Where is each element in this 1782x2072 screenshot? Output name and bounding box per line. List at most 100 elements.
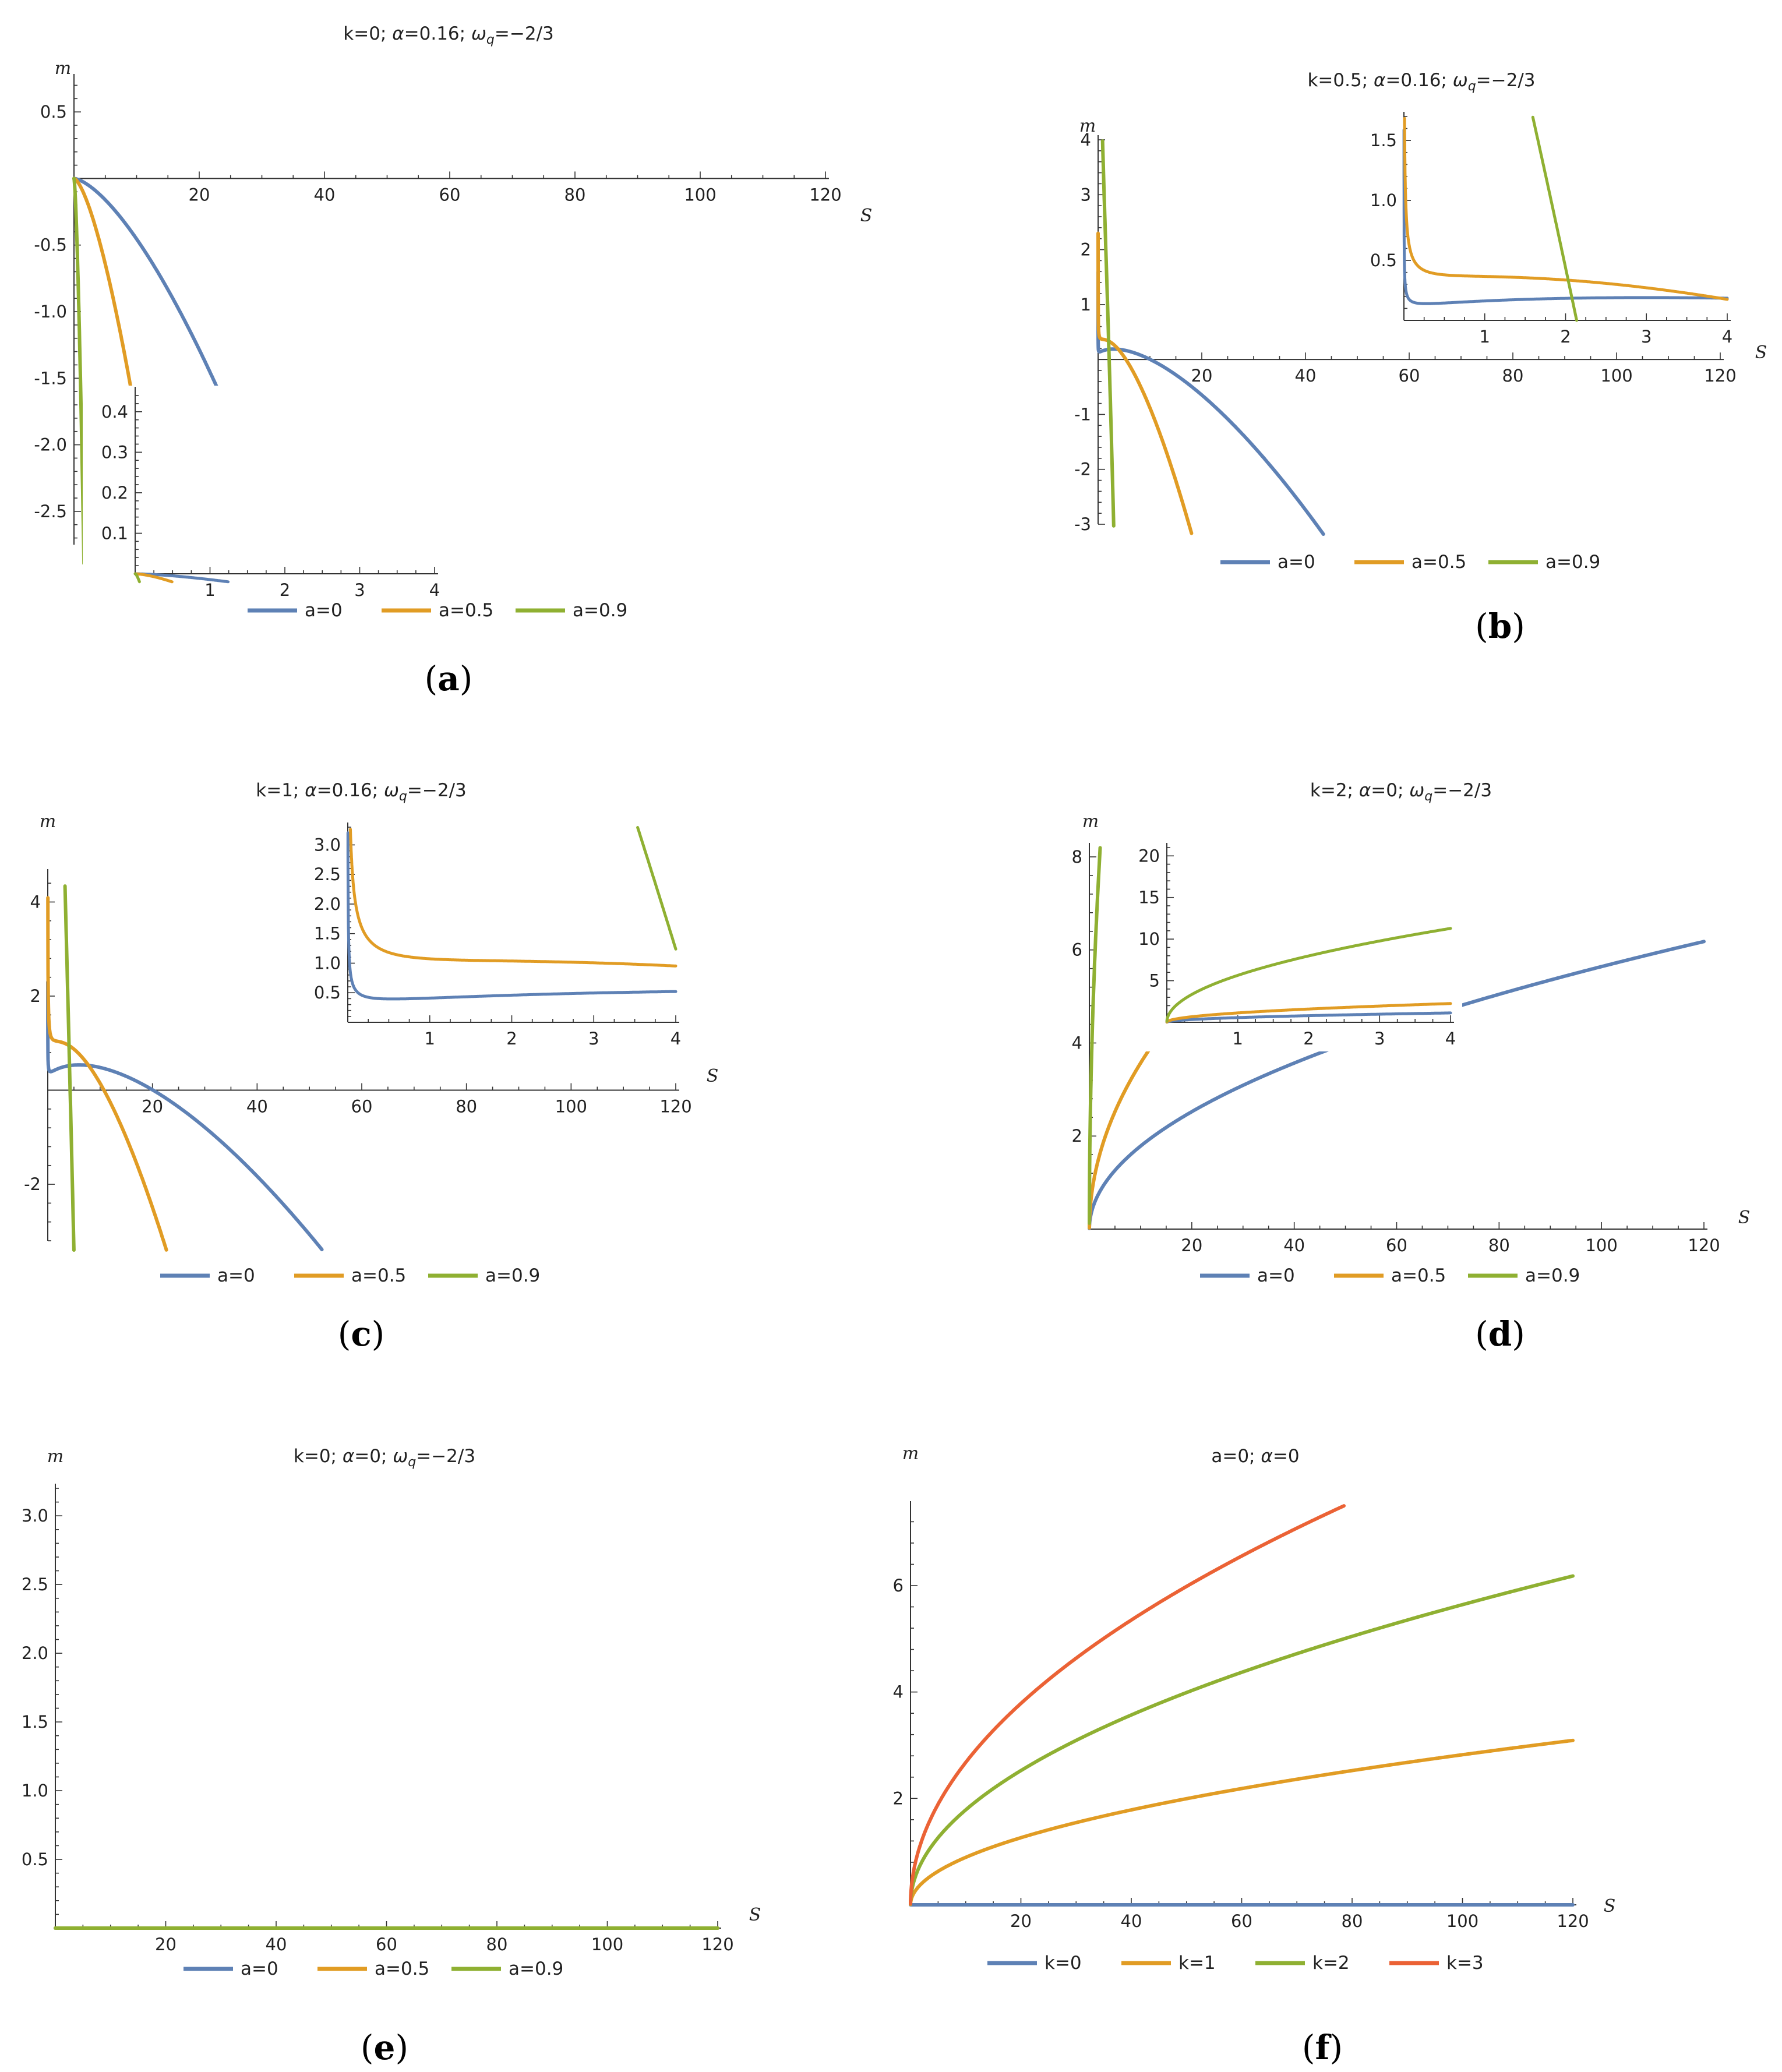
inset-y-tick-label: 1.5 [314, 924, 341, 944]
legend-label: a=0.9 [509, 1958, 563, 1979]
y-tick-label: 8 [1072, 847, 1082, 867]
legend-label: a=0.9 [573, 600, 627, 621]
legend-label: a=0.5 [439, 600, 493, 621]
legend-label: a=0.9 [1525, 1265, 1580, 1286]
x-tick-label: 120 [1557, 1911, 1589, 1931]
panel-caption: (c) [338, 1314, 385, 1354]
x-tick-label: 80 [1488, 1236, 1510, 1255]
series-line-a=0 [1096, 270, 1325, 536]
x-tick-label: 120 [1704, 366, 1736, 386]
x-tick-label: 100 [1600, 366, 1632, 386]
y-tick-label: 3.0 [22, 1506, 48, 1526]
x-tick-label: 40 [1121, 1911, 1142, 1931]
x-tick-label: 60 [351, 1097, 373, 1117]
series-line-k=2 [909, 1574, 1575, 1906]
x-tick-label: 40 [246, 1097, 268, 1117]
series-line-a=0.9 [63, 884, 76, 1252]
inset-y-tick-label: 0.2 [101, 483, 128, 503]
inset-series-line-a=0.9 [1531, 115, 1578, 322]
inset-series-line-a=0.9 [636, 826, 677, 951]
x-tick-label: 20 [1010, 1911, 1032, 1931]
inset-y-tick-label: 0.4 [101, 402, 128, 422]
inset-x-tick-label: 3 [1374, 1029, 1385, 1049]
inset-y-tick-label: 0.5 [1370, 250, 1397, 270]
y-tick-label: 1 [1081, 295, 1091, 315]
x-tick-label: 60 [376, 1935, 397, 1954]
chart-title: k=1; α=0.16; ωq=−2/3 [256, 780, 466, 804]
x-tick-label: 80 [1502, 366, 1524, 386]
chart-panel-a: k=0; α=0.16; ωq=−2/3 20 40 60 80 100 120 0.5 -0.… [34, 23, 872, 698]
x-axis-label: S [749, 1905, 761, 1925]
series-line-k=3 [909, 1504, 1346, 1906]
chart-panel-e: k=0; α=0; ωq=−2/3 20 40 60 80 100 120 0.5 1.0 1.5… [22, 1446, 761, 2067]
inset-y-tick-label: 2.0 [314, 894, 341, 914]
y-axis-label: m [40, 811, 56, 832]
y-tick-label: 2 [893, 1788, 904, 1808]
y-axis-label: m [1079, 116, 1096, 136]
series-line-a=0 [1088, 940, 1706, 1230]
inset-series-line-a=0.9 [1165, 927, 1452, 1023]
inset-series-line-a=0.5 [1403, 117, 1729, 301]
inset-x-tick-label: 4 [429, 580, 440, 600]
inset-y-tick-label: 3.0 [314, 835, 341, 855]
legend-label: a=0.5 [375, 1958, 429, 1979]
inset-y-tick-label: 20 [1138, 846, 1160, 866]
y-axis-label: m [55, 58, 71, 79]
y-tick-label: -2.5 [34, 502, 67, 521]
y-tick-label: 0.5 [40, 102, 67, 122]
x-tick-label: 60 [439, 185, 461, 204]
inset-x-tick-label: 3 [588, 1029, 599, 1049]
inset-x-tick-label: 2 [1560, 327, 1571, 347]
legend-label: a=0 [241, 1958, 278, 1979]
y-axis-label: m [1082, 811, 1099, 832]
inset-x-tick-label: 2 [1303, 1029, 1314, 1049]
series-line-a=0.5 [46, 896, 168, 1252]
y-tick-label: 6 [1072, 940, 1082, 960]
y-axis-label: m [902, 1443, 919, 1464]
chart-title: k=2; α=0; ωq=−2/3 [1310, 780, 1492, 804]
x-tick-label: 100 [555, 1097, 587, 1117]
chart-panel-d: k=2; α=0; ωq=−2/3 20 40 60 80 100 120 8 6 4 2 Sm 1 2 3… [1072, 780, 1751, 1354]
inset-series-line-a=0.5 [133, 572, 174, 584]
inset-background [83, 386, 446, 603]
chart-panel-c: k=1; α=0.16; ωq=−2/3 20 40 60 80 100 120 4 2 -2 Sm… [24, 780, 718, 1354]
y-tick-label: 4 [1072, 1033, 1082, 1053]
x-tick-label: 20 [1191, 366, 1213, 386]
x-tick-label: 80 [456, 1097, 477, 1117]
series-line-a=0.5 [1096, 231, 1194, 535]
y-tick-label: 6 [893, 1576, 904, 1596]
panel-caption: (b) [1475, 606, 1525, 646]
x-tick-label: 20 [1181, 1236, 1202, 1255]
x-tick-label: 40 [314, 185, 336, 204]
inset-plot: 1 2 3 4 0.5 1.0 1.5 2.0 2.5 3.0 [295, 821, 687, 1051]
inset-x-tick-label: 1 [425, 1029, 435, 1049]
chart-title: k=0; α=0; ωq=−2/3 [294, 1446, 475, 1470]
x-tick-label: 100 [684, 185, 716, 204]
y-tick-label: -1 [1074, 404, 1091, 424]
legend-label: a=0.5 [1391, 1265, 1446, 1286]
x-tick-label: 100 [1585, 1236, 1617, 1255]
panel-caption: (a) [425, 659, 473, 698]
chart-title: k=0.5; α=0.16; ωq=−2/3 [1307, 70, 1535, 94]
panel-caption: (e) [361, 2028, 408, 2067]
y-tick-label: -0.5 [34, 235, 67, 255]
legend-label: a=0.5 [351, 1265, 406, 1286]
y-tick-label: 1.0 [22, 1781, 48, 1801]
panel-caption: (d) [1475, 1314, 1525, 1354]
y-tick-label: 3 [1081, 185, 1091, 204]
x-tick-label: 80 [1342, 1911, 1363, 1931]
legend-label: a=0 [305, 600, 343, 621]
legend-label: a=0.9 [1545, 552, 1600, 573]
inset-x-tick-label: 1 [1233, 1029, 1243, 1049]
y-tick-label: 4 [30, 892, 41, 912]
inset-series-line-a=0.5 [349, 828, 677, 968]
legend-label: k=3 [1446, 1953, 1484, 1974]
inset-x-tick-label: 3 [1641, 327, 1652, 347]
y-tick-label: 2.5 [22, 1575, 48, 1594]
series-line-a=0.9 [72, 177, 86, 566]
x-tick-label: 60 [1386, 1236, 1407, 1255]
x-tick-label: 100 [1446, 1911, 1478, 1931]
inset-series-line-a=0.9 [133, 572, 141, 584]
inset-y-tick-label: 10 [1138, 929, 1160, 949]
chart-panel-f: a=0; α=0 20 40 60 80 100 120 6 4 2 Sm k=0 k=1 k=2 k=3 (… [893, 1443, 1616, 2067]
